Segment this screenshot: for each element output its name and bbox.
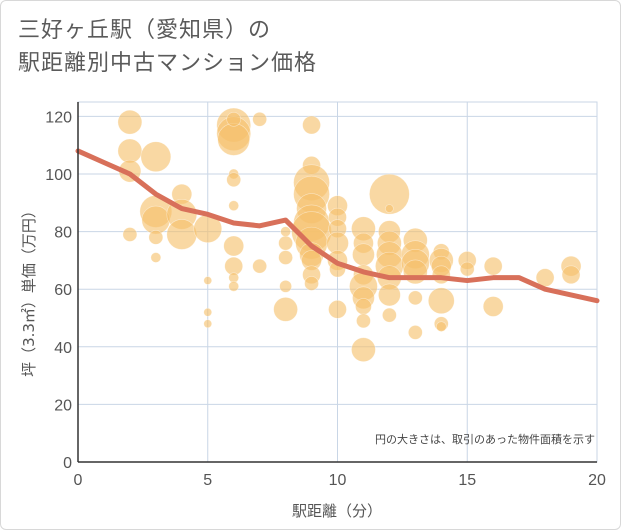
chart-title: 三好ヶ丘駅（愛知県）の 駅距離別中古マンション価格: [18, 14, 317, 80]
bubble-point: [228, 200, 239, 211]
bubble-point: [278, 250, 293, 265]
x-tick-label: 10: [329, 472, 347, 489]
bubble-point: [403, 259, 428, 285]
bubble-series: [117, 107, 582, 362]
bubble-point: [203, 307, 213, 317]
bubble-point: [223, 235, 244, 257]
bubble-point: [203, 276, 213, 285]
bubble-point: [226, 172, 241, 188]
bubble-point: [459, 261, 475, 277]
bubble-point: [203, 319, 213, 329]
y-tick-label: 60: [54, 282, 72, 299]
bubble-point: [302, 115, 321, 135]
bubble-point: [304, 276, 319, 291]
bubble-point: [226, 111, 241, 127]
y-tick-label: 120: [45, 109, 72, 126]
y-tick-label: 20: [54, 397, 72, 414]
bubble-point: [427, 287, 455, 315]
bubble-point: [435, 321, 447, 332]
bubble-point: [279, 280, 292, 293]
x-tick-label: 0: [74, 472, 83, 489]
bubble-point: [217, 123, 250, 156]
x-tick-label: 5: [203, 472, 212, 489]
bubble-point: [382, 307, 397, 323]
bubble-point: [280, 226, 291, 237]
bubble-point: [141, 205, 171, 235]
y-tick-label: 80: [54, 225, 72, 242]
axes: 0 20 40 60 80 100 120 0 5 10 15 20: [45, 102, 606, 489]
trend-line-group: [75, 148, 600, 304]
bubble-point: [482, 296, 504, 317]
bubble-point: [228, 281, 239, 292]
x-tick-label: 20: [588, 472, 606, 489]
bubble-point: [355, 298, 372, 315]
bubble-point: [328, 300, 347, 319]
bubble-point: [483, 256, 503, 276]
chart-title-line-2: 駅距離別中古マンション価格: [18, 51, 318, 76]
bubble-point: [166, 219, 198, 250]
chart-annotation: 円の大きさは、取引のあった物件面積を示す: [375, 432, 595, 446]
bubble-point: [148, 230, 164, 245]
bubble-point: [378, 283, 401, 307]
bubble-point: [408, 290, 423, 306]
bubble-point: [150, 252, 162, 263]
bubble-point: [356, 313, 371, 329]
bubble-point: [140, 141, 172, 173]
bubble-point: [561, 265, 581, 285]
chart-title-line-1: 三好ヶ丘駅（愛知県）の: [18, 18, 272, 43]
bubble-point: [351, 337, 376, 362]
y-axis-title: 坪（3.3㎡）単価（万円）: [20, 203, 38, 377]
bubble-point: [385, 204, 394, 213]
bubble-point: [408, 325, 423, 340]
bubble-point: [352, 243, 375, 266]
bubble-point: [117, 109, 143, 135]
x-tick-label: 15: [458, 472, 476, 489]
trend-line: [75, 148, 600, 304]
y-tick-label: 100: [45, 167, 72, 184]
bubble-point: [369, 173, 410, 215]
y-tick-label: 40: [54, 340, 72, 357]
bubble-point: [252, 111, 267, 127]
bubble-point: [273, 297, 298, 322]
bubble-point: [122, 227, 138, 242]
bubble-point: [252, 258, 267, 274]
bubble-point: [278, 235, 293, 251]
x-axis-title: 駅距離（分）: [292, 502, 382, 520]
bubble-point: [431, 265, 451, 285]
y-tick-label: 0: [63, 455, 72, 472]
bubble-point: [117, 138, 143, 164]
